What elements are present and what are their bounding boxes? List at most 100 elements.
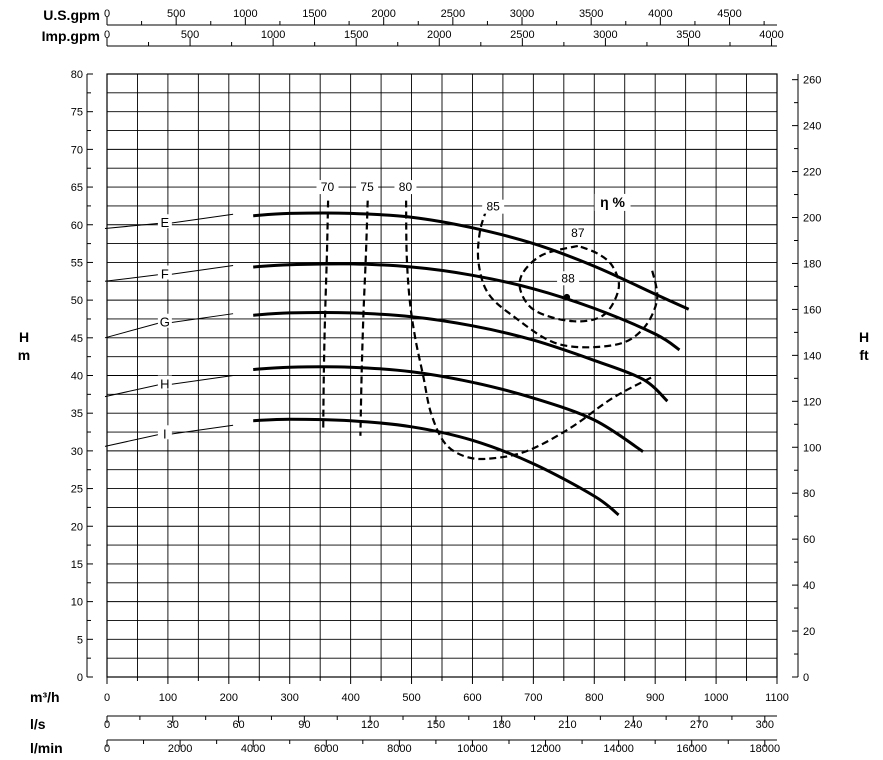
right-tick-label: 180 [803,258,821,270]
bottom-scale-tick-label: 180 [493,719,511,731]
curve-label-I: I [163,426,167,441]
top-scale-unit: Imp.gpm [42,28,100,44]
left-tick-label: 45 [71,333,83,345]
left-tick-label: 35 [71,408,83,420]
bottom-scale-tick-label: 60 [232,719,244,731]
left-tick-label: 50 [71,295,83,307]
top-scale-tick-label: 1500 [302,8,326,20]
left-tick-label: 15 [71,559,83,571]
bottom-scale-tick-label: 14000 [603,743,634,755]
top-scale-tick-label: 3000 [510,8,534,20]
bottom-scale-tick-label: 200 [220,692,238,704]
top-scale-tick-label: 1000 [233,8,257,20]
left-tick-label: 5 [77,634,83,646]
right-tick-label: 200 [803,213,821,225]
bottom-scale-tick-label: 6000 [314,743,338,755]
bottom-scale-tick-label: 4000 [241,743,265,755]
top-scale-tick-label: 500 [167,8,185,20]
curve-leader-I [104,433,161,447]
right-tick-label: 120 [803,396,821,408]
efficiency-label-80: 80 [399,180,413,194]
top-scale-tick-label: 2500 [510,29,534,41]
left-tick-label: 10 [71,597,83,609]
curve-leader-E [104,222,161,230]
left-axis-label-bottom: m [18,347,30,363]
bottom-scale-tick-label: 1000 [704,692,728,704]
bottom-scale-tick-label: 0 [104,743,110,755]
left-tick-label: 65 [71,182,83,194]
efficiency-label-bg [482,199,505,214]
bottom-scale-tick-label: 500 [402,692,420,704]
head-curve-I [253,417,620,517]
curve-label-bg [157,313,172,328]
top-scale-tick-label: 3500 [579,8,603,20]
efficiency-curve-75 [359,200,369,436]
left-tick-label: 55 [71,257,83,269]
efficiency-curve-85 [476,209,659,349]
right-tick-label: 0 [803,672,809,684]
bottom-scale-tick-label: 270 [690,719,708,731]
bottom-scale-tick-label: 400 [341,692,359,704]
curve-leader-tail-G [169,313,234,324]
bottom-scale-tick-label: 8000 [387,743,411,755]
left-tick-label: 70 [71,144,83,156]
bottom-scale-unit: m³/h [30,689,60,705]
right-tick-label: 240 [803,121,821,133]
efficiency-curve-80 [405,200,656,461]
right-axis-label-bottom: ft [859,347,869,363]
chart-labels: 70 75 80 85 87 88 E F G H Iη % [104,180,631,447]
efficiency-label-bg [316,180,339,195]
bottom-scale-tick-label: 90 [298,719,310,731]
efficiency-label-75: 75 [360,180,374,194]
head-curve-G [253,311,669,403]
top-scale-tick-label: 4000 [759,29,783,41]
curve-leader-tail-H [169,375,234,386]
efficiency-label-88: 88 [561,271,575,285]
left-tick-label: 75 [71,107,83,119]
right-tick-label: 100 [803,442,821,454]
axes: 0 5 10 15 20 25 30 35 40 45 50 55 60 65 70 75 80 Hm 0 20 40 6… [18,7,869,756]
curve-label-bg [157,375,172,390]
bottom-scale-tick-label: 18000 [750,743,781,755]
curve-leader-F [104,274,161,282]
bottom-scale-tick-label: 210 [558,719,576,731]
right-tick-label: 40 [803,580,815,592]
left-tick-label: 25 [71,484,83,496]
curve-leader-tail-I [169,424,234,435]
top-scale-tick-label: 500 [181,29,199,41]
efficiency-label-bg [394,180,417,195]
top-scale-tick-label: 3500 [676,29,700,41]
head-curve-H [253,365,644,453]
bottom-scale-unit: l/min [30,740,63,756]
top-scale-tick-label: 1000 [261,29,285,41]
curve-leader-H [104,384,161,398]
left-tick-label: 40 [71,371,83,383]
head-curve-F [253,262,681,352]
efficiency-label-85: 85 [486,200,500,214]
bottom-scale-tick-label: 1100 [765,692,789,704]
right-tick-label: 60 [803,534,815,546]
left-tick-label: 80 [71,69,83,81]
curve-label-F: F [161,266,169,281]
bottom-scale-tick-label: 2000 [168,743,192,755]
right-tick-label: 160 [803,304,821,316]
curve-label-bg [157,265,172,280]
left-tick-label: 0 [77,672,83,684]
top-scale-tick-label: 3000 [593,29,617,41]
curve-leader-tail-E [169,213,234,224]
left-tick-label: 20 [71,521,83,533]
bottom-scale-tick-label: 12000 [530,743,561,755]
right-axis-label-top: H [859,329,869,345]
top-scale-tick-label: 2000 [371,8,395,20]
curve-label-E: E [161,215,170,230]
plot-grid [106,73,778,678]
curve-label-bg [157,425,172,440]
bottom-scale-tick-label: 30 [167,719,179,731]
bottom-scale-tick-label: 10000 [457,743,488,755]
top-scale-tick-label: 1500 [344,29,368,41]
bottom-scale-unit: l/s [30,716,46,732]
curve-label-G: G [160,315,170,330]
efficiency-label-bg [566,226,589,241]
efficiency-label-bg [356,180,379,195]
